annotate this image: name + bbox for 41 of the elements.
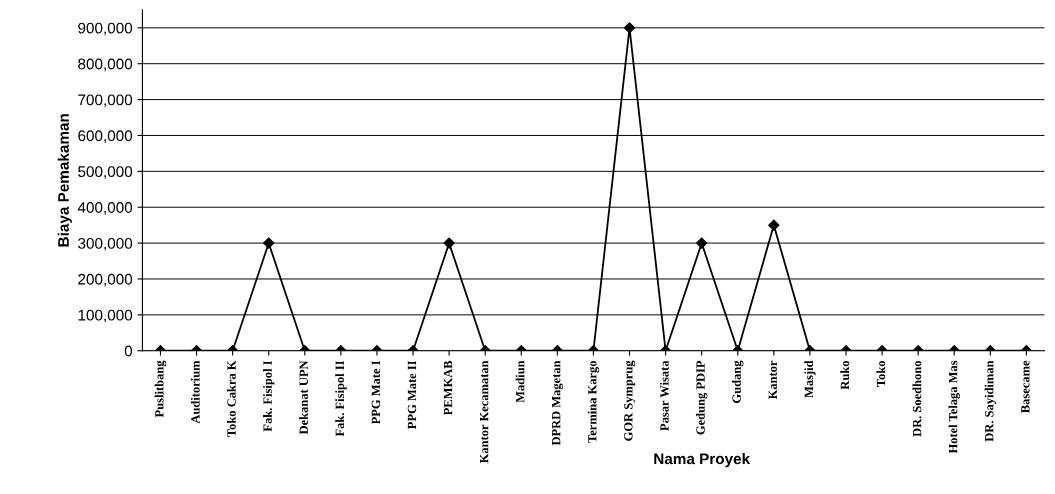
y-tick-label: 400,000 bbox=[77, 202, 133, 215]
x-tick-label: Fak. Fisipol I bbox=[263, 360, 275, 432]
x-tick-label: PPG Mate II bbox=[407, 360, 417, 429]
x-tick-label: Gedung PDIP bbox=[695, 360, 708, 435]
x-tick-label: Toko bbox=[876, 360, 886, 387]
point bbox=[696, 237, 708, 249]
y-tick-label: 600,000 bbox=[78, 130, 133, 143]
x-tick-label: Masjid bbox=[804, 360, 816, 398]
x-tick-label: Kantor bbox=[768, 360, 777, 400]
x-tick-label: DR. Soedhono bbox=[912, 360, 922, 437]
y-tick-label: 800,000 bbox=[78, 58, 133, 72]
x-tick-label: DR. Sayidiman bbox=[984, 360, 997, 442]
x-tick-label: Ruko bbox=[840, 360, 850, 390]
x-tick-label: Dekanat UPN bbox=[299, 360, 308, 435]
point bbox=[263, 237, 275, 249]
x-tick-label: PPG Mate I bbox=[371, 360, 381, 425]
x-tick-label: Hotel Telaga Mas bbox=[948, 360, 960, 454]
x-tick-label: GOR Symprug bbox=[624, 360, 636, 441]
y-tick-label: 700,000 bbox=[78, 94, 133, 108]
x-tick-label: Pasar Wisata bbox=[659, 360, 669, 431]
point bbox=[443, 237, 455, 249]
y-axis-title: Biaya Pemakaman bbox=[57, 114, 72, 247]
y-tick-label: 100,000 bbox=[78, 309, 133, 323]
y-tick-label: 500,000 bbox=[78, 166, 133, 179]
y-tick-label: 200,000 bbox=[78, 273, 133, 287]
y-tick-label: 0 bbox=[124, 345, 133, 357]
y-tick-label: 300,000 bbox=[78, 237, 133, 251]
x-tick-label: Kantor Kecamatan bbox=[480, 360, 489, 464]
x-tick-label: Basecame bbox=[1021, 360, 1030, 414]
y-tick-label: 900,000 bbox=[78, 22, 133, 36]
x-tick-label: PEMKAB bbox=[443, 360, 453, 416]
x-tick-label: Auditorium bbox=[190, 360, 200, 424]
x-tick-label: DPRD Magetan bbox=[552, 360, 564, 446]
x-tick-label: Fak. Fisipol II bbox=[335, 360, 347, 437]
x-tick-label: Gudang bbox=[732, 360, 744, 403]
x-tick-label: Puslitbang bbox=[154, 360, 167, 418]
x-tick-label: Madiun bbox=[515, 360, 525, 403]
x-axis-title: Nama Proyek bbox=[654, 453, 751, 468]
x-tick-label: Termina Kargo bbox=[587, 360, 600, 443]
point bbox=[768, 219, 780, 231]
x-tick-label: Toko Cakra K bbox=[226, 360, 236, 437]
